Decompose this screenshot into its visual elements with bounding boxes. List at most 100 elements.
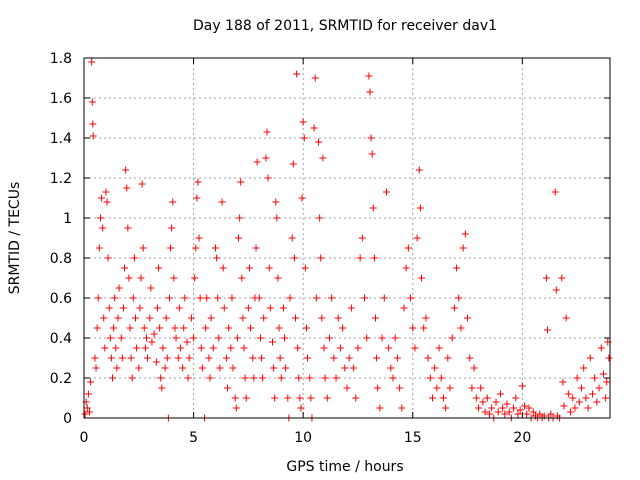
data-point — [336, 344, 344, 352]
data-point — [499, 404, 507, 412]
y-axis-tick-labels: 0 0.2 0.4 0.6 0.8 1 1.2 1.4 1.6 1.8 — [50, 51, 72, 427]
data-point — [398, 404, 406, 412]
data-point — [244, 304, 252, 312]
data-point — [176, 344, 184, 352]
data-point — [144, 354, 152, 362]
data-point — [133, 344, 141, 352]
data-point — [559, 378, 567, 386]
data-point — [102, 188, 110, 196]
data-point — [98, 194, 106, 202]
data-point — [339, 324, 347, 332]
data-point — [89, 120, 97, 128]
data-point — [387, 364, 395, 372]
data-point — [437, 374, 445, 382]
data-point — [373, 354, 381, 362]
data-point — [450, 304, 458, 312]
data-point — [343, 384, 351, 392]
data-point — [158, 384, 166, 392]
data-point — [165, 294, 173, 302]
chart-title: Day 188 of 2011, SRMTID for receiver dav… — [193, 18, 497, 34]
data-point — [96, 214, 104, 222]
data-point — [582, 394, 590, 402]
data-point — [442, 404, 450, 412]
data-point — [101, 344, 109, 352]
data-point — [194, 178, 202, 186]
data-point — [523, 410, 531, 418]
data-point — [503, 400, 511, 408]
x-tick-label: 20 — [513, 430, 531, 446]
data-point — [551, 188, 559, 196]
data-point — [310, 124, 318, 132]
data-point — [206, 374, 214, 382]
data-point — [304, 354, 312, 362]
data-point — [567, 408, 575, 416]
data-point — [350, 364, 358, 372]
data-point — [311, 74, 319, 82]
data-point — [529, 408, 537, 416]
data-point — [84, 390, 92, 398]
data-point — [184, 374, 192, 382]
data-point — [113, 364, 121, 372]
data-point — [542, 274, 550, 282]
data-point — [307, 394, 315, 402]
data-point — [87, 378, 95, 386]
y-axis-title: SRMTID / TECUs — [7, 182, 23, 295]
data-point — [494, 408, 502, 416]
data-point — [525, 404, 533, 412]
data-point — [171, 324, 179, 332]
data-point — [218, 198, 226, 206]
data-point — [558, 274, 566, 282]
data-point — [88, 98, 96, 106]
data-point — [274, 274, 282, 282]
data-point — [276, 354, 284, 362]
data-point — [190, 334, 198, 342]
data-point — [146, 314, 154, 322]
data-point — [312, 294, 320, 302]
data-point — [214, 294, 222, 302]
data-point — [426, 374, 434, 382]
data-point — [296, 394, 304, 402]
data-point — [255, 294, 263, 302]
data-point — [448, 334, 456, 342]
data-point — [389, 374, 397, 382]
data-point — [268, 338, 276, 346]
data-point — [366, 88, 374, 96]
data-point — [380, 294, 388, 302]
data-point — [94, 294, 102, 302]
data-point — [475, 404, 482, 412]
data-point — [420, 324, 428, 332]
data-point — [428, 394, 436, 402]
data-point — [376, 404, 384, 412]
x-tick-label: 5 — [189, 430, 198, 446]
data-point — [435, 344, 443, 352]
data-point — [597, 344, 605, 352]
data-point — [368, 150, 376, 158]
data-point — [275, 324, 283, 332]
data-point — [270, 364, 278, 372]
data-point — [302, 324, 310, 332]
data-point — [253, 158, 261, 166]
data-point — [239, 314, 247, 322]
data-point — [431, 364, 439, 372]
data-point — [411, 344, 419, 352]
data-point — [128, 374, 136, 382]
data-point — [281, 334, 289, 342]
data-point — [510, 404, 518, 412]
data-point — [105, 304, 113, 312]
y-tick-label: 1.6 — [50, 91, 72, 107]
data-point — [114, 314, 122, 322]
data-point — [378, 334, 386, 342]
data-point — [573, 374, 581, 382]
data-point — [265, 264, 273, 272]
data-point — [571, 404, 579, 412]
data-point — [150, 330, 158, 338]
data-point — [385, 344, 393, 352]
data-point — [241, 374, 249, 382]
data-point — [249, 354, 257, 362]
data-point — [466, 354, 474, 362]
data-point — [224, 384, 232, 392]
data-point — [272, 198, 280, 206]
data-point — [334, 314, 342, 322]
